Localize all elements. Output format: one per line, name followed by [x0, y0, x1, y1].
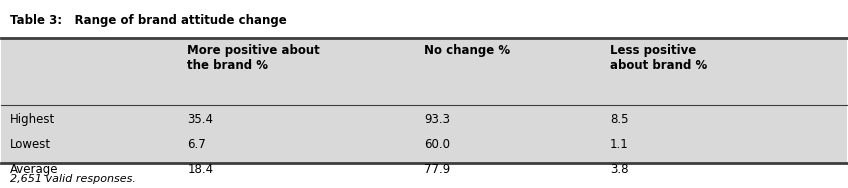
Text: 93.3: 93.3	[424, 113, 450, 126]
Bar	[2, 38, 846, 163]
Text: Table 3:   Range of brand attitude change: Table 3: Range of brand attitude change	[10, 14, 287, 27]
Text: 60.0: 60.0	[424, 138, 450, 152]
Text: 35.4: 35.4	[187, 113, 214, 126]
Text: Highest: Highest	[10, 113, 55, 126]
Text: 77.9: 77.9	[424, 163, 450, 176]
Text: Lowest: Lowest	[10, 138, 51, 152]
Text: No change %: No change %	[424, 44, 510, 57]
Text: 1.1: 1.1	[610, 138, 628, 152]
Text: 2,651 valid responses.: 2,651 valid responses.	[10, 174, 136, 184]
Text: 8.5: 8.5	[610, 113, 628, 126]
Text: Less positive
about brand %: Less positive about brand %	[610, 44, 707, 72]
Text: 3.8: 3.8	[610, 163, 628, 176]
Text: Average: Average	[10, 163, 59, 176]
Text: 18.4: 18.4	[187, 163, 214, 176]
Text: 6.7: 6.7	[187, 138, 206, 152]
Text: More positive about
the brand %: More positive about the brand %	[187, 44, 320, 72]
